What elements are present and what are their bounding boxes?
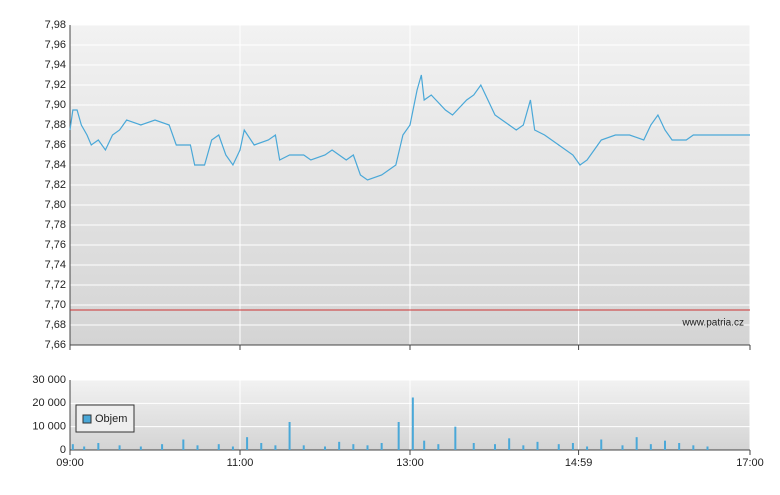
- x-tick-label: 11:00: [227, 457, 254, 469]
- y-tick-label: 7,92: [45, 79, 66, 91]
- volume-bar: [522, 445, 525, 450]
- volume-bar: [161, 444, 164, 450]
- volume-bar: [139, 446, 142, 450]
- y-tick-label: 7,70: [45, 299, 66, 311]
- volume-bar: [71, 444, 74, 450]
- y-tick-label: 7,74: [45, 259, 66, 271]
- volume-bar: [678, 443, 681, 450]
- volume-bar: [411, 397, 414, 450]
- y-tick-label: 7,96: [45, 39, 66, 51]
- volume-bar: [260, 443, 263, 450]
- volume-bar: [494, 444, 496, 450]
- y-tick-label: 7,84: [45, 159, 66, 171]
- y-tick-label: 7,68: [45, 319, 66, 331]
- volume-bar: [118, 445, 121, 450]
- volume-bar: [380, 443, 383, 450]
- y-tick-label: 7,66: [45, 339, 66, 351]
- y-tick-label: 7,76: [45, 239, 66, 251]
- y-tick-label: 7,80: [45, 199, 66, 211]
- legend-swatch: [82, 414, 92, 424]
- y-tick-label: 7,88: [45, 119, 66, 131]
- y-tick-label: 7,90: [45, 99, 66, 111]
- y-tick-label: 7,98: [45, 19, 66, 31]
- volume-bar: [397, 422, 400, 450]
- x-tick-label: 13:00: [396, 457, 424, 469]
- y-tick-label: 7,78: [45, 219, 66, 231]
- volume-bar: [586, 446, 589, 450]
- volume-bar: [571, 443, 574, 450]
- legend-label: Objem: [95, 413, 127, 425]
- y-tick-label: 7,72: [45, 279, 66, 291]
- volume-bar: [196, 445, 199, 450]
- volume-bar: [338, 441, 341, 450]
- volume-bar: [508, 438, 511, 450]
- volume-bar: [692, 445, 695, 450]
- y-tick-label: 0: [60, 444, 66, 456]
- volume-bar: [324, 446, 326, 450]
- volume-bar: [366, 445, 369, 450]
- volume-bar: [83, 446, 86, 450]
- x-tick-label: 14:59: [565, 457, 593, 469]
- y-tick-label: 20 000: [32, 397, 66, 409]
- volume-bar: [302, 445, 305, 450]
- volume-bar: [472, 443, 475, 450]
- volume-bar: [621, 445, 624, 450]
- x-tick-label: 09:00: [56, 457, 84, 469]
- volume-bar: [664, 440, 666, 450]
- volume-bar: [454, 426, 457, 450]
- y-tick-label: 7,86: [45, 139, 66, 151]
- x-tick-label: 17:00: [736, 457, 764, 469]
- volume-bar: [649, 444, 652, 450]
- volume-bar: [274, 445, 277, 450]
- volume-bar: [635, 437, 638, 450]
- volume-bar: [600, 439, 603, 450]
- y-tick-label: 7,82: [45, 179, 66, 191]
- watermark: www.patria.cz: [681, 318, 744, 329]
- volume-bar: [706, 446, 709, 450]
- volume-bar: [288, 422, 291, 450]
- volume-bar: [217, 444, 220, 450]
- volume-bar: [557, 444, 560, 450]
- volume-bar: [231, 446, 234, 450]
- volume-bar: [246, 437, 249, 450]
- y-tick-label: 7,94: [45, 59, 66, 71]
- volume-bar: [423, 440, 426, 450]
- volume-bar: [437, 444, 440, 450]
- volume-bar: [97, 443, 100, 450]
- volume-bar: [536, 441, 539, 450]
- y-tick-label: 30 000: [32, 374, 66, 386]
- volume-bar: [352, 444, 355, 450]
- y-tick-label: 10 000: [32, 421, 66, 433]
- price-line: [69, 74, 750, 181]
- volume-bar: [182, 439, 185, 450]
